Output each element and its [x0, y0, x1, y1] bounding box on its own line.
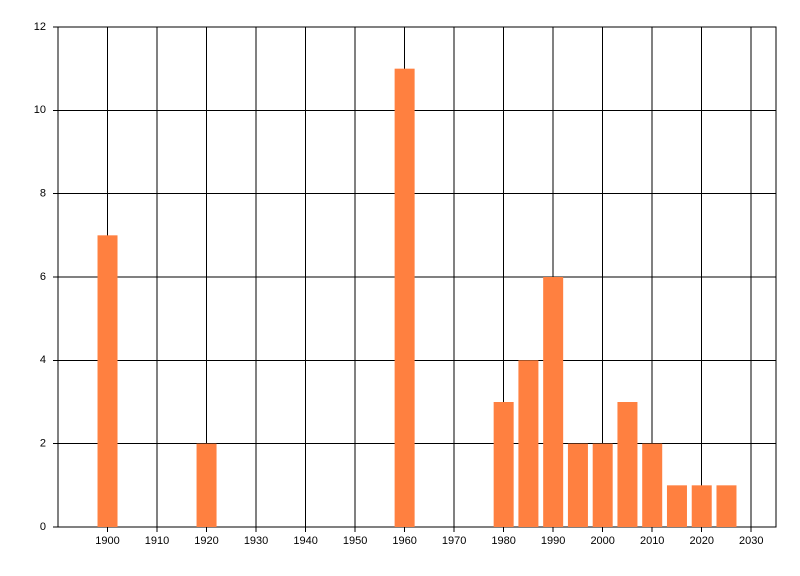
y-tick-label: 10: [34, 104, 46, 116]
y-tick-label: 6: [40, 271, 46, 283]
x-tick-label: 2020: [689, 535, 713, 547]
bar: [394, 68, 415, 528]
y-tick-label: 2: [40, 438, 46, 450]
bar: [666, 485, 687, 527]
x-tick-label: 1910: [145, 535, 169, 547]
x-tick-label: 1920: [194, 535, 218, 547]
bar: [716, 485, 737, 527]
x-tick-label: 1930: [244, 535, 268, 547]
x-tick-label: 1900: [95, 535, 119, 547]
bar: [592, 443, 613, 527]
bar: [97, 235, 118, 528]
y-tick-label: 12: [34, 21, 46, 33]
x-tick-label: 2010: [640, 535, 664, 547]
bar: [642, 443, 663, 527]
bar: [493, 402, 514, 527]
x-tick-label: 1940: [293, 535, 317, 547]
bar: [543, 277, 564, 527]
x-tick-label: 1960: [392, 535, 416, 547]
bar: [691, 485, 712, 527]
bar: [196, 443, 217, 527]
y-tick-label: 0: [40, 521, 46, 533]
x-tick-label: 1990: [541, 535, 565, 547]
bar: [518, 360, 539, 527]
x-tick-label: 1950: [343, 535, 367, 547]
y-tick-label: 8: [40, 188, 46, 200]
bar: [567, 443, 588, 527]
x-tick-label: 2030: [739, 535, 763, 547]
x-tick-label: 2000: [590, 535, 614, 547]
bar: [617, 402, 638, 527]
x-tick-label: 1970: [442, 535, 466, 547]
y-tick-label: 4: [40, 354, 46, 366]
x-tick-label: 1980: [491, 535, 515, 547]
